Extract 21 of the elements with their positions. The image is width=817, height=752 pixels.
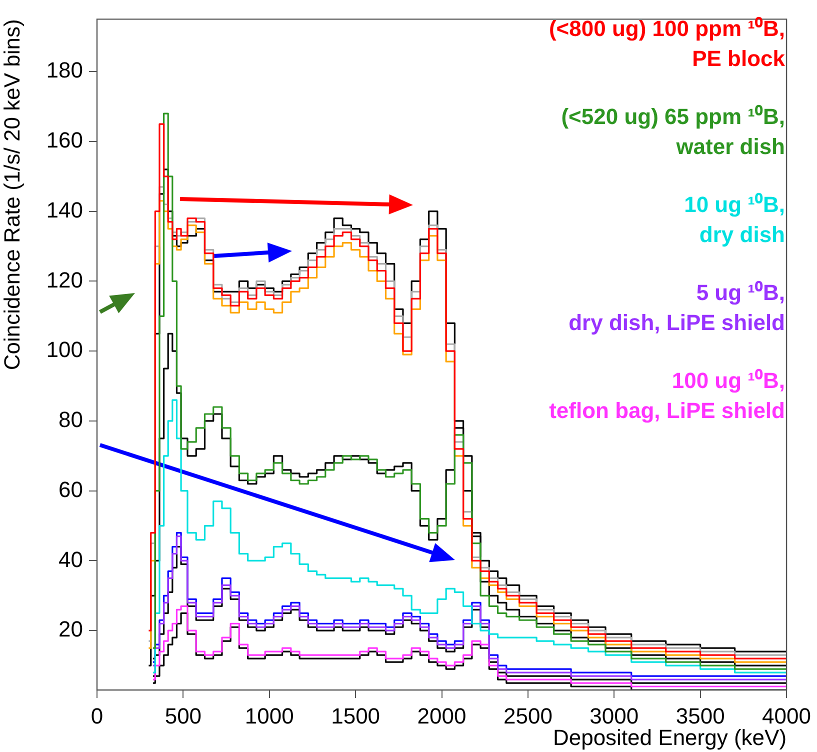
text: (<800 ug) 100 ppm ¹⁰B, PE block (548, 15, 785, 73)
y-tick-label: 140 (46, 197, 83, 222)
y-tick-label: 100 (46, 337, 83, 362)
x-tick-label: 1000 (244, 703, 294, 728)
x-tick-label: 1500 (331, 703, 380, 728)
y-tick-label: 40 (58, 546, 83, 572)
x-tick-label: 500 (164, 703, 202, 728)
y-tick-label: 60 (58, 476, 83, 502)
y-tick-label: 80 (58, 407, 83, 432)
y-tick-label: 120 (46, 267, 83, 292)
y-axis-title: Coincidence Rate (1/s/ 20 keV bins) (0, 19, 24, 370)
x-tick-label: 2000 (417, 703, 466, 728)
text: (<520 ug) 65 ppm ¹⁰B, water dish (561, 103, 785, 161)
text: 5 ug ¹⁰B, dry dish, LiPE shield (568, 279, 785, 337)
y-tick-label: 180 (46, 58, 83, 83)
x-tick-label: 2500 (503, 703, 552, 728)
y-tick-label: 160 (46, 128, 83, 153)
y-tick-label: 20 (58, 616, 83, 642)
text: 10 ug ¹⁰B, dry dish (684, 191, 785, 249)
x-tick-label: 0 (90, 703, 104, 728)
text: 100 ug ¹⁰B, teflon bag, LiPE shield (549, 367, 785, 425)
